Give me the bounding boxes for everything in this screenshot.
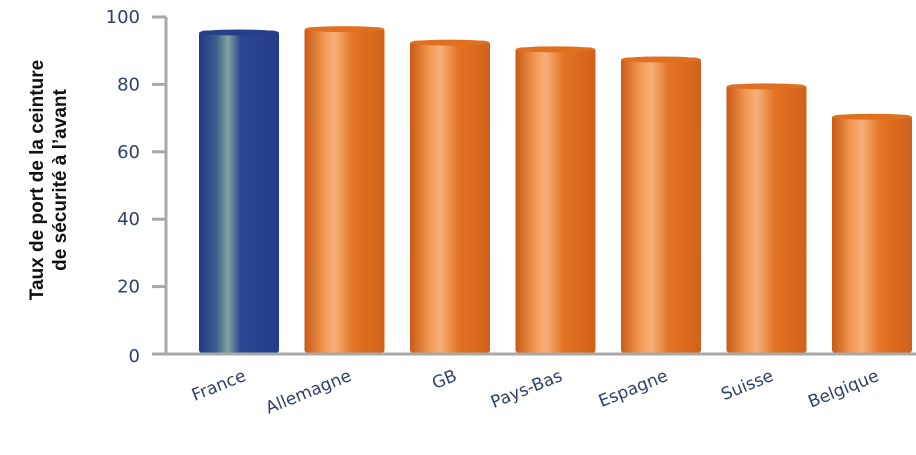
bar-cap xyxy=(832,113,912,120)
bar-allemagne xyxy=(304,27,385,355)
x-tick-label: Belgique xyxy=(805,366,881,412)
y-tick-label: 80 xyxy=(117,74,140,95)
x-tick-label: Pays-Bas xyxy=(488,366,565,413)
y-axis-label-line-2: de sécurité à l’avant xyxy=(50,89,71,271)
bar-cap xyxy=(199,29,279,36)
y-tick-label: 60 xyxy=(117,142,140,163)
x-tick-label: GB xyxy=(429,366,460,394)
bar-cap xyxy=(621,56,701,63)
bar-espagne xyxy=(621,57,701,354)
y-tick-label: 40 xyxy=(117,209,140,230)
x-tick-label: France xyxy=(189,366,249,406)
axes xyxy=(164,17,916,356)
bar-belgique xyxy=(832,114,912,354)
bar-pays-bas xyxy=(515,47,596,355)
x-tick-label: Suisse xyxy=(718,366,776,405)
x-axis-labels: France Allemagne GB Pays-Bas Espagne Suisse Be… xyxy=(189,366,882,419)
bar-gb xyxy=(410,40,490,355)
y-tick-label: 20 xyxy=(117,277,140,298)
x-tick-label: Allemagne xyxy=(263,366,354,418)
y-axis-ticks: 0 20 40 60 80 100 xyxy=(106,7,166,367)
bar-france xyxy=(199,30,279,354)
y-axis-label-line-1: Taux de port de la ceinture xyxy=(27,60,48,300)
bars xyxy=(199,26,912,355)
bar-cap xyxy=(726,83,807,90)
bar-suisse xyxy=(726,84,807,355)
y-tick-label: 0 xyxy=(129,346,140,367)
bar-cap xyxy=(304,26,385,33)
x-tick-label: Espagne xyxy=(596,366,671,412)
bar-cap xyxy=(410,39,490,46)
y-axis-label: Taux de port de la ceinture de sécurité … xyxy=(27,60,71,300)
y-tick-label: 100 xyxy=(106,7,140,28)
bar-cap xyxy=(515,46,596,53)
